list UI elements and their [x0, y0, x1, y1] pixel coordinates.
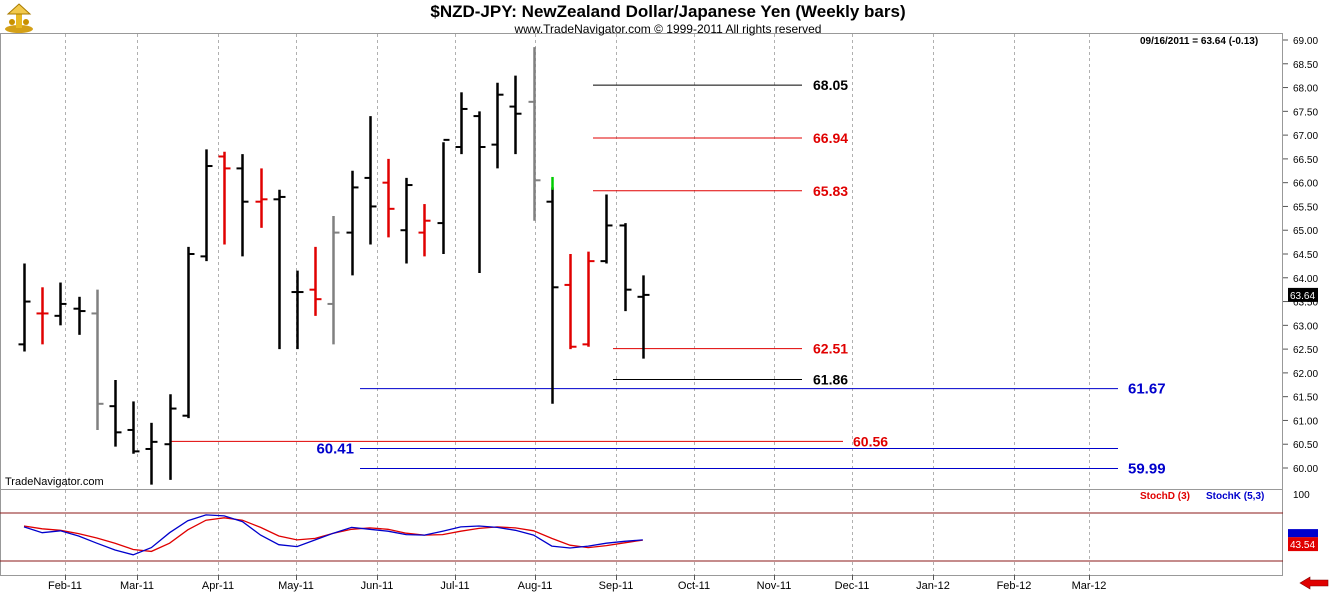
time-x-axis: Feb-11 Mar-11 Apr-11 May-11 Jun-11 Jul-11 Aug-…: [48, 575, 1106, 592]
level-label: 59.99: [1128, 460, 1166, 477]
y-tick-label: 62.00: [1293, 369, 1318, 380]
y-tick-label: 60.50: [1293, 440, 1318, 451]
y-tick-label: 60.00: [1293, 464, 1318, 475]
y-tick-label: 62.50: [1293, 345, 1318, 356]
level-label: 60.56: [853, 433, 888, 449]
last-price-badge: [1288, 287, 1318, 302]
y-tick-label: 67.50: [1293, 107, 1318, 118]
stoch-last-badge: [1288, 537, 1318, 552]
x-tick-label: Feb-11: [48, 580, 82, 592]
level-label: 68.05: [813, 77, 848, 93]
stochk-legend: StochK (5,3): [1206, 491, 1265, 502]
y-tick-label: 69.00: [1293, 36, 1318, 47]
y-tick-label: 68.50: [1293, 60, 1318, 71]
x-tick-label: Oct-11: [678, 580, 710, 592]
watermark-label: TradeNavigator.com: [5, 476, 104, 488]
stoch-y-tick-label: 100: [1293, 490, 1310, 501]
level-label: 61.86: [813, 372, 848, 388]
level-label: 60.41: [316, 441, 354, 458]
y-tick-label: 64.00: [1293, 274, 1318, 285]
vertical-grid: [65, 34, 1090, 575]
level-label: 62.51: [813, 341, 848, 357]
x-tick-label: Feb-12: [997, 580, 1032, 592]
stoch-last-label: 43.54: [1290, 540, 1315, 551]
last-bar-info: 09/16/2011 = 63.64 (-0.13): [1140, 36, 1259, 47]
y-tick-label: 66.50: [1293, 155, 1318, 166]
chart-title: $NZD-JPY: NewZealand Dollar/Japanese Yen…: [430, 2, 906, 21]
price-y-axis: 69.00 68.50 68.00 67.50 67.00 66.50 66.00 65.50…: [1283, 36, 1318, 501]
y-tick-label: 65.00: [1293, 226, 1318, 237]
x-tick-label: Jun-11: [361, 580, 394, 592]
y-tick-label: 64.50: [1293, 250, 1318, 261]
y-tick-label: 67.00: [1293, 131, 1318, 142]
x-tick-label: Aug-11: [518, 580, 553, 592]
y-tick-label: 68.00: [1293, 84, 1318, 95]
level-label: 65.83: [813, 183, 848, 199]
fib-levels: 68.05 66.94 65.83 62.51 61.86 61.67 60.56 60.41…: [170, 77, 1166, 477]
y-tick-label: 63.50: [1293, 298, 1318, 309]
x-tick-label: Mar-11: [120, 580, 154, 592]
level-label: 61.67: [1128, 381, 1166, 398]
scroll-left-arrow-icon[interactable]: [1298, 576, 1330, 590]
price-bars: [18, 47, 650, 485]
level-label: 66.94: [813, 130, 848, 146]
x-tick-label: Jan-12: [916, 580, 950, 592]
last-price-label: 63.64: [1290, 291, 1315, 302]
x-tick-label: Jul-11: [440, 580, 469, 592]
x-tick-label: May-11: [278, 580, 314, 592]
y-tick-label: 61.50: [1293, 393, 1318, 404]
stoch-series-line: [23, 517, 643, 553]
last-value-badges: 63.64 43.54: [1288, 287, 1318, 552]
y-tick-label: 65.50: [1293, 202, 1318, 213]
x-tick-label: Dec-11: [835, 580, 870, 592]
x-tick-label: Sep-11: [599, 580, 634, 592]
y-tick-label: 66.00: [1293, 179, 1318, 190]
stoch-series-line: [23, 514, 643, 556]
y-tick-label: 61.00: [1293, 416, 1318, 427]
stochd-legend: StochD (3): [1140, 491, 1190, 502]
x-tick-label: Nov-11: [757, 580, 792, 592]
y-tick-label: 63.00: [1293, 321, 1318, 332]
stoch-panel-border: [0, 489, 1283, 576]
price-panel-border: [0, 33, 1283, 490]
chart-subtitle: www.TradeNavigator.com © 1999-2011 All r…: [514, 22, 822, 36]
x-tick-label: Mar-12: [1072, 580, 1107, 592]
trade-navigator-logo-icon: [5, 3, 33, 33]
stochastic-lines: [23, 514, 643, 556]
x-tick-label: Apr-11: [202, 580, 234, 592]
stochk-last-badge: [1288, 529, 1318, 538]
